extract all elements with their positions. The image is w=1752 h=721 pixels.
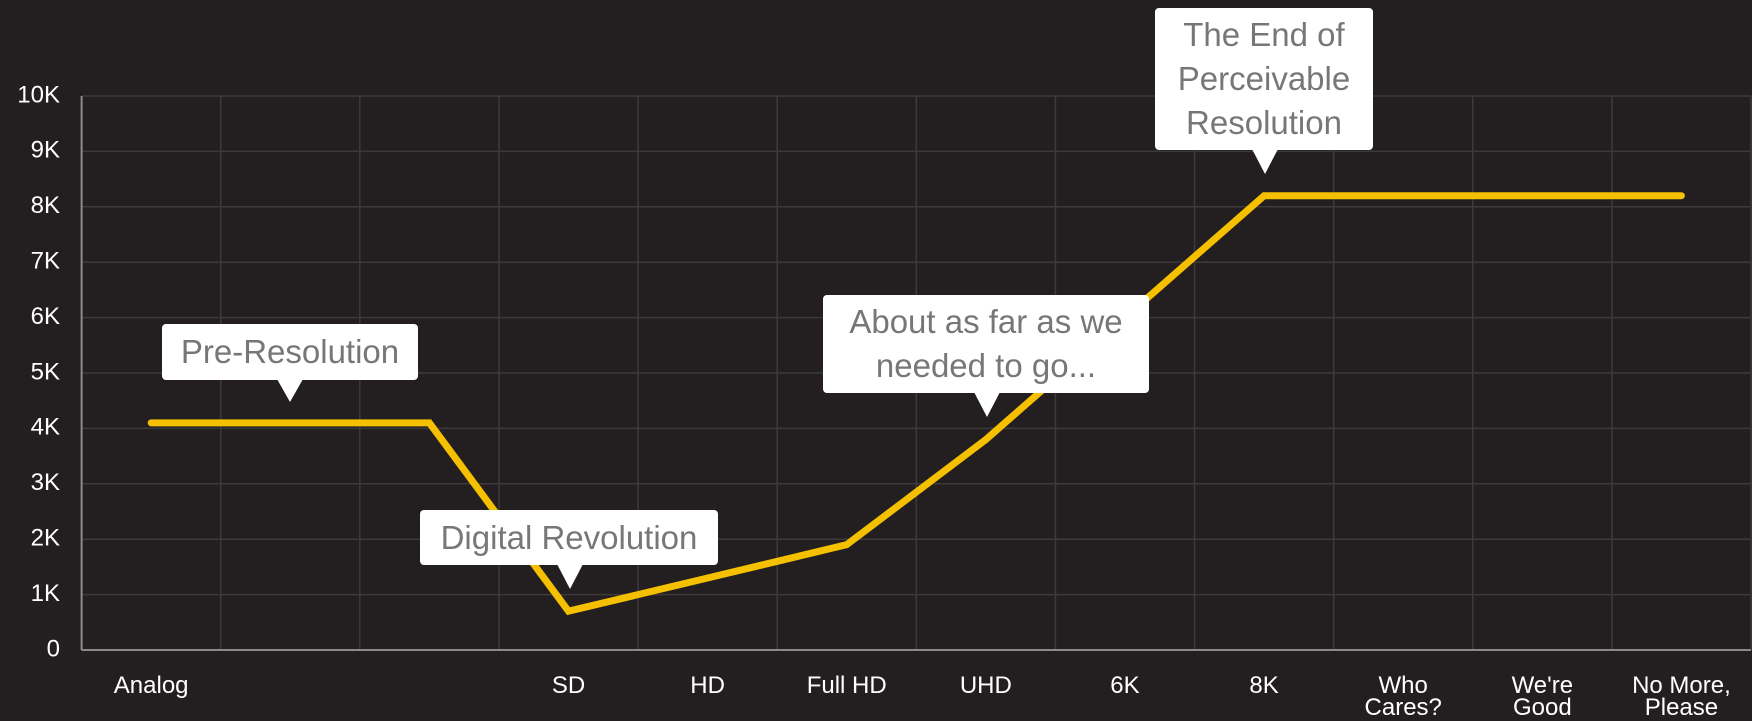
x-tick-label: No More, Please (1632, 672, 1731, 721)
annotation: The End of Perceivable Resolution (1155, 8, 1373, 150)
y-tick-label: 5K (31, 358, 60, 385)
y-tick-label: 2K (31, 525, 60, 552)
annotation-pointer (1252, 149, 1278, 174)
x-tick-label: Analog (113, 672, 189, 699)
x-tick-label: Full HD (806, 672, 887, 699)
annotation-pointer (557, 564, 583, 589)
y-tick-label: 4K (31, 414, 60, 441)
annotation-pointer (277, 379, 303, 402)
y-tick-label: 0 (47, 635, 60, 662)
y-tick-label: 8K (31, 192, 60, 219)
y-tick-label: 7K (31, 248, 60, 275)
annotation: Pre-Resolution (162, 324, 418, 380)
y-tick-label: 10K (17, 81, 60, 108)
x-tick-label: UHD (959, 672, 1012, 699)
x-tick-label: HD (690, 672, 725, 699)
y-tick-label: 6K (31, 303, 60, 330)
x-tick-label: 6K (1110, 672, 1140, 699)
y-tick-label: 1K (31, 580, 60, 607)
y-tick-label: 9K (31, 137, 60, 164)
x-tick-label: Who Cares? (1364, 672, 1442, 721)
x-tick-label: 8K (1249, 672, 1279, 699)
x-tick-label: We're Good (1511, 672, 1574, 721)
annotation: About as far as we needed to go... (823, 295, 1149, 393)
annotation: Digital Revolution (420, 510, 718, 565)
y-tick-label: 3K (31, 469, 60, 496)
annotation-pointer (974, 392, 1000, 417)
series-line (147, 192, 1685, 616)
x-tick-label: SD (551, 672, 586, 699)
